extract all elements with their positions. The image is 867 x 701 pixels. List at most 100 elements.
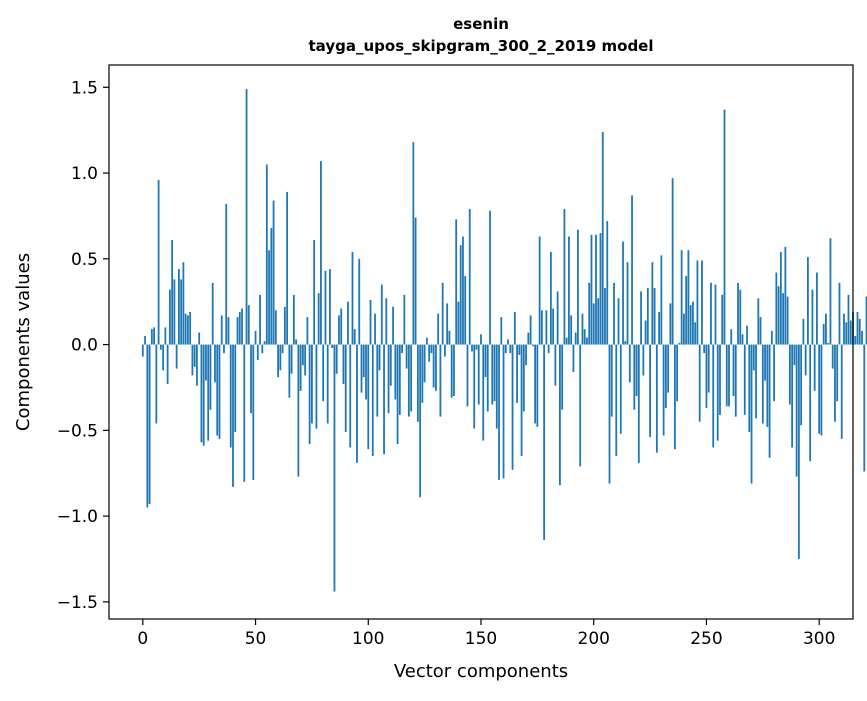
bar-177 xyxy=(540,310,543,345)
bar-181 xyxy=(549,251,552,345)
bar-256 xyxy=(719,344,721,415)
bar-57 xyxy=(270,227,273,345)
bar-251 xyxy=(707,344,710,393)
bar-236 xyxy=(673,344,676,450)
bar-161 xyxy=(504,344,507,354)
bar-22 xyxy=(191,344,194,376)
bar-103 xyxy=(374,313,376,345)
bar-273 xyxy=(757,298,760,345)
bar-221 xyxy=(640,291,642,345)
bar-128 xyxy=(430,344,433,354)
bar-231 xyxy=(662,344,665,436)
bar-109 xyxy=(387,344,390,414)
bar-307 xyxy=(834,344,836,422)
bar-212 xyxy=(619,344,622,434)
bar-98 xyxy=(362,344,365,378)
bar-306 xyxy=(831,344,834,369)
bar-211 xyxy=(617,298,620,345)
bars-group xyxy=(141,89,867,592)
bar-81 xyxy=(324,270,327,345)
bar-12 xyxy=(168,289,171,345)
bar-267 xyxy=(743,344,746,415)
bar-146 xyxy=(471,344,473,352)
bar-303 xyxy=(825,313,827,345)
bar-61 xyxy=(279,344,282,371)
bar-133 xyxy=(441,282,444,345)
bar-59 xyxy=(274,310,277,345)
bar-112 xyxy=(394,344,397,400)
bar-14 xyxy=(173,279,176,345)
bar-201 xyxy=(595,234,597,345)
bar-153 xyxy=(486,344,489,412)
bar-309 xyxy=(838,282,841,345)
bar-64 xyxy=(286,191,289,345)
bar-56 xyxy=(268,250,270,345)
bar-156 xyxy=(493,344,496,402)
bar-234 xyxy=(669,303,672,345)
bar-246 xyxy=(696,260,699,345)
bar-271 xyxy=(752,344,755,371)
bar-269 xyxy=(748,344,751,433)
bar-126 xyxy=(425,337,428,345)
y-tick-label: −0.5 xyxy=(57,421,98,441)
bar-91 xyxy=(347,301,349,345)
bar-320 xyxy=(863,344,866,472)
bar-242 xyxy=(687,250,690,345)
bar-313 xyxy=(847,294,850,345)
bar-6 xyxy=(155,344,158,424)
bar-137 xyxy=(450,344,453,398)
bar-60 xyxy=(277,344,279,378)
bar-192 xyxy=(574,332,577,345)
bar-117 xyxy=(405,344,408,369)
bar-130 xyxy=(435,344,437,391)
bar-265 xyxy=(739,289,742,345)
bar-114 xyxy=(398,344,401,415)
bar-32 xyxy=(214,344,216,383)
bar-163 xyxy=(509,344,512,354)
bar-107 xyxy=(383,344,385,455)
bar-229 xyxy=(658,311,661,345)
bar-67 xyxy=(292,294,295,345)
bar-166 xyxy=(516,344,518,403)
bar-25 xyxy=(198,332,201,345)
bar-160 xyxy=(502,344,505,479)
bar-175 xyxy=(536,344,539,427)
bar-121 xyxy=(414,217,417,345)
bar-296 xyxy=(809,344,812,462)
bar-72 xyxy=(304,344,307,376)
bar-168 xyxy=(520,344,523,457)
bar-247 xyxy=(698,344,701,422)
bar-131 xyxy=(437,313,440,345)
bar-297 xyxy=(811,289,814,345)
bar-183 xyxy=(554,344,557,386)
bar-21 xyxy=(189,311,192,345)
bar-208 xyxy=(610,344,613,417)
bar-151 xyxy=(482,344,485,441)
bar-186 xyxy=(561,344,564,410)
bar-46 xyxy=(245,89,248,345)
bar-293 xyxy=(802,318,805,345)
bar-38 xyxy=(227,317,230,345)
bar-110 xyxy=(389,344,392,386)
bar-47 xyxy=(247,305,250,345)
bar-108 xyxy=(385,298,388,345)
bar-255 xyxy=(716,344,719,441)
bar-50 xyxy=(254,330,257,345)
bar-262 xyxy=(732,344,735,397)
bar-20 xyxy=(187,315,189,345)
bar-80 xyxy=(322,344,325,402)
bar-203 xyxy=(599,233,602,345)
bar-174 xyxy=(534,344,537,424)
bar-124 xyxy=(421,344,424,403)
bar-119 xyxy=(410,344,413,412)
bar-40 xyxy=(232,344,234,487)
bar-105 xyxy=(378,344,381,371)
bar-37 xyxy=(225,203,228,345)
bar-101 xyxy=(369,299,372,345)
y-tick-label: 0.0 xyxy=(71,336,98,356)
bar-169 xyxy=(522,344,525,412)
bar-318 xyxy=(858,318,861,345)
bar-171 xyxy=(527,332,530,345)
bar-23 xyxy=(193,344,196,367)
bar-164 xyxy=(511,344,514,470)
